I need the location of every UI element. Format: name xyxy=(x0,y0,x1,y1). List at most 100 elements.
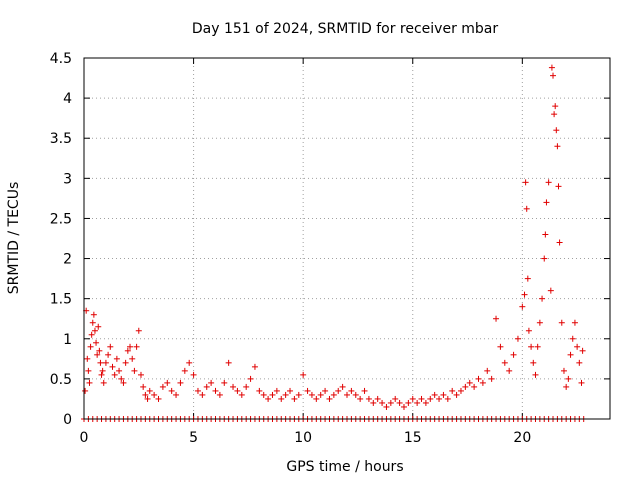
data-point xyxy=(543,199,550,206)
data-point xyxy=(567,351,574,358)
data-point xyxy=(344,391,350,398)
data-point xyxy=(532,371,539,378)
data-point xyxy=(85,367,92,374)
data-point xyxy=(554,143,561,150)
data-point xyxy=(221,379,228,386)
data-point xyxy=(436,395,443,402)
data-point xyxy=(155,395,162,402)
data-point xyxy=(409,395,416,402)
data-point xyxy=(578,379,585,386)
data-point xyxy=(556,239,563,246)
data-point xyxy=(536,319,543,326)
data-point xyxy=(216,391,223,398)
data-point xyxy=(225,359,232,366)
data-point xyxy=(574,343,581,350)
data-point xyxy=(521,291,528,298)
data-point xyxy=(100,379,107,386)
data-point xyxy=(256,387,263,394)
data-point xyxy=(230,383,237,390)
data-point xyxy=(287,387,294,394)
data-point xyxy=(427,395,434,402)
data-point xyxy=(97,359,104,366)
data-point xyxy=(140,383,147,390)
data-point xyxy=(251,363,258,370)
data-point xyxy=(203,383,210,390)
y-tick-label: 1.5 xyxy=(50,292,72,308)
data-point xyxy=(164,379,171,386)
y-axis-label: SRMTID / TECUs xyxy=(6,182,22,295)
data-point xyxy=(116,367,123,374)
y-tick-label: 2 xyxy=(63,252,72,268)
data-point xyxy=(96,347,103,354)
data-point xyxy=(523,205,530,212)
data-point xyxy=(510,351,517,358)
data-point xyxy=(374,395,381,402)
data-point xyxy=(484,367,491,374)
data-point xyxy=(330,391,337,398)
data-point xyxy=(444,395,451,402)
data-point xyxy=(550,72,557,79)
data-point xyxy=(208,379,215,386)
data-point xyxy=(84,355,91,362)
y-tick-label: 1 xyxy=(63,332,72,348)
data-point xyxy=(317,391,324,398)
data-point xyxy=(243,383,250,390)
data-point xyxy=(137,371,144,378)
data-point xyxy=(357,395,364,402)
data-point xyxy=(555,183,562,190)
data-point xyxy=(144,395,151,402)
data-point xyxy=(118,375,125,382)
data-point xyxy=(135,327,142,334)
data-point xyxy=(131,367,138,374)
data-point xyxy=(449,387,456,394)
data-point xyxy=(514,335,521,342)
data-point xyxy=(471,383,478,390)
data-point xyxy=(98,371,105,378)
x-tick-label: 0 xyxy=(80,430,89,446)
data-point xyxy=(102,359,109,366)
data-point xyxy=(269,391,276,398)
data-point xyxy=(273,387,280,394)
data-point xyxy=(238,391,245,398)
data-point xyxy=(524,275,531,282)
data-point xyxy=(571,319,578,326)
data-point xyxy=(365,395,372,402)
data-point xyxy=(522,179,529,186)
data-point xyxy=(560,367,567,374)
data-point xyxy=(278,395,285,402)
data-point xyxy=(501,359,508,366)
data-point xyxy=(400,403,407,410)
data-point xyxy=(90,311,97,318)
data-point xyxy=(308,391,315,398)
data-point xyxy=(109,363,116,370)
data-point xyxy=(234,387,241,394)
data-point xyxy=(493,315,500,322)
data-point xyxy=(528,343,535,350)
data-point xyxy=(300,371,307,378)
data-point xyxy=(431,391,438,398)
grid-lines xyxy=(84,58,610,419)
data-point xyxy=(105,351,112,358)
data-point xyxy=(569,335,576,342)
data-point xyxy=(462,383,469,390)
data-point xyxy=(545,179,552,186)
data-points xyxy=(81,64,587,422)
data-point xyxy=(82,387,89,394)
data-point xyxy=(548,64,555,71)
data-point xyxy=(146,387,153,394)
x-axis-label: GPS time / hours xyxy=(286,459,403,475)
data-point xyxy=(519,303,526,310)
data-point xyxy=(212,387,219,394)
data-point xyxy=(418,395,425,402)
data-point xyxy=(541,255,548,262)
data-point xyxy=(99,367,106,374)
data-point xyxy=(497,343,504,350)
data-point xyxy=(383,403,390,410)
y-tick-label: 4.5 xyxy=(50,51,72,67)
chart-title: Day 151 of 2024, SRMTID for receiver mba… xyxy=(192,21,499,37)
data-point xyxy=(186,359,193,366)
data-point xyxy=(440,391,447,398)
data-point xyxy=(159,383,166,390)
data-point xyxy=(534,343,541,350)
